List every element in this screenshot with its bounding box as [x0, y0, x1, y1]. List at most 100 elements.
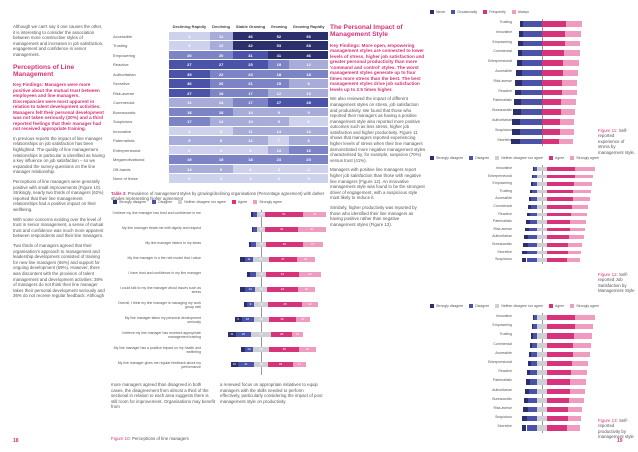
- figure-10-bar-segment: 22: [301, 302, 319, 307]
- figure-13-caption-label: Figure 13:: [598, 418, 618, 423]
- table-cell: 42: [232, 40, 269, 51]
- table-cell: 12: [232, 135, 269, 146]
- table-row: Trusting 5 12 42 53 68: [111, 40, 328, 51]
- table-row: Secretive 36 20 21 15 9: [111, 78, 328, 89]
- table-caption-text: Prevalence of management styles by growi…: [111, 191, 325, 202]
- line-mgmt-paragraph-2: Perceptions of line managers were genera…: [13, 179, 104, 212]
- chart-bar-segment: [546, 197, 573, 201]
- table-cell: 18: [232, 154, 269, 165]
- chart-bar-segment: [525, 227, 529, 232]
- chart-bar-segment: [530, 212, 538, 217]
- chart-bar-segment: [521, 89, 542, 96]
- legend-swatch: [231, 200, 236, 205]
- legend-item: Agree: [231, 200, 247, 205]
- chart-bar-segment: [537, 324, 547, 330]
- chart-row-label: Innovative: [496, 29, 512, 34]
- figure-10-bar-segment: 43: [266, 272, 299, 277]
- intro-paragraph: Although we can't say it one causes the …: [13, 24, 104, 57]
- figure-10-bar-segment: 15: [255, 287, 267, 292]
- chart-bar-segment: [571, 361, 589, 367]
- page-number-left: 18: [13, 438, 19, 444]
- chart-bar-segment: [526, 258, 538, 262]
- chart-row-label: Commercial: [493, 341, 512, 346]
- table-cell: 23: [232, 69, 269, 80]
- chart-bar-segment: [528, 227, 538, 232]
- table-cell: 18: [209, 88, 233, 99]
- legend-label: Strongly disagree: [436, 304, 464, 308]
- chart-bar-segment: [559, 138, 573, 145]
- chart-bar-segment: [572, 351, 590, 357]
- table-row: Paternalistic 9 8 12 7 8: [111, 135, 328, 146]
- chart-bar-segment: [530, 370, 538, 376]
- table-cell: 18: [268, 69, 290, 80]
- legend-label: Never: [436, 10, 446, 14]
- figure-10-bar-segment: 45: [268, 302, 302, 307]
- figure-10-bar-segment: 17: [292, 362, 306, 367]
- figure-10-bar-segment: 27: [302, 242, 323, 247]
- chart-bar-segment: [542, 89, 562, 96]
- table-cell: 14: [268, 126, 290, 137]
- chart-legend: Strongly disagree Disagree Neither disagre…: [430, 304, 599, 309]
- personal-impact-paragraph-2: Managers with positive line managers rep…: [330, 167, 425, 201]
- chart-bar-segment: [532, 167, 534, 171]
- table-cell: 36: [169, 78, 210, 89]
- chart-bar-segment: [527, 407, 538, 413]
- figure-10-bar-segment: 14: [255, 272, 267, 277]
- figure-10-bar-segment: [253, 227, 257, 232]
- legend-swatch: [495, 156, 500, 161]
- table-cell: 2: [289, 164, 328, 175]
- chart-bar-segment: [521, 258, 527, 262]
- chart-bar-segment: [531, 174, 534, 179]
- legend-label: Frequently: [489, 10, 506, 14]
- legend-item: Disagree: [469, 304, 489, 309]
- table-cell: 23: [268, 154, 290, 165]
- table-cell: 10: [289, 88, 328, 99]
- chart-bar-segment: [537, 258, 547, 262]
- chart-bar-segment: [568, 235, 584, 239]
- figure-10-row-label: My line manager listens to my ideas: [145, 241, 201, 245]
- figure-10-bar-segment: [248, 242, 251, 247]
- left-text-column: Although we can't say it one causes the …: [13, 24, 105, 303]
- figure-10-bar-segment: 10: [257, 212, 265, 217]
- table-cell: 18: [289, 69, 328, 80]
- figure-10-bar-segment: 22: [252, 347, 270, 352]
- chart-bar-segment: [519, 138, 542, 145]
- chart-bar-segment: [530, 333, 533, 339]
- chart-bar-segment: [565, 21, 582, 27]
- legend-item: Frequently: [483, 10, 506, 15]
- chart-bar-segment: [546, 425, 567, 431]
- chart-row-label: Trusting: [499, 332, 512, 337]
- chart-bar-segment: [542, 30, 566, 37]
- table-cell: 14: [209, 116, 233, 127]
- figure-10-bar-segment: 40: [269, 347, 300, 352]
- legend-swatch: [548, 304, 553, 309]
- chart-bar-segment: [522, 40, 542, 47]
- chart-bar-segment: [530, 182, 533, 186]
- table-row-label: Bureaucratic: [111, 107, 169, 118]
- right-text-column: The Personal Impact of Management Style …: [330, 24, 426, 231]
- chart-bar-segment: [542, 138, 560, 145]
- line-mgmt-paragraph-4: Two thirds of managers agreed that their…: [13, 242, 105, 299]
- chart-bar-segment: [568, 407, 583, 413]
- table-header-cell: Declining Rapidly: [169, 24, 210, 32]
- table-row: Reactive 27 27 25 19 12: [111, 59, 328, 70]
- table-cell: 11: [209, 31, 233, 42]
- chart-row-label: Empowering: [492, 323, 512, 328]
- chart-bar-segment: [546, 243, 569, 247]
- figure-10-bar-segment: 9: [234, 317, 242, 322]
- figure-10-bar-segment: 10: [245, 347, 253, 352]
- table-cell: 17: [232, 88, 269, 99]
- chart-bar-segment: [521, 425, 527, 431]
- figure-10-bar-segment: 22: [298, 287, 315, 292]
- legend-swatch: [548, 156, 553, 161]
- figure-10-bar-segment: [246, 272, 250, 277]
- table-cell: 19: [268, 59, 290, 70]
- chart-row-label: Paternalistic: [492, 219, 512, 224]
- chart-bar-segment: [571, 205, 589, 209]
- table-cell: 0: [169, 173, 210, 184]
- chart-bar-segment: [537, 189, 547, 194]
- chart-bar-segment: [523, 407, 528, 413]
- table-cell: 12: [209, 40, 233, 51]
- chart-bar-segment: [537, 388, 547, 394]
- table-row: Megamotivational 19 15 18 23 23: [111, 154, 328, 165]
